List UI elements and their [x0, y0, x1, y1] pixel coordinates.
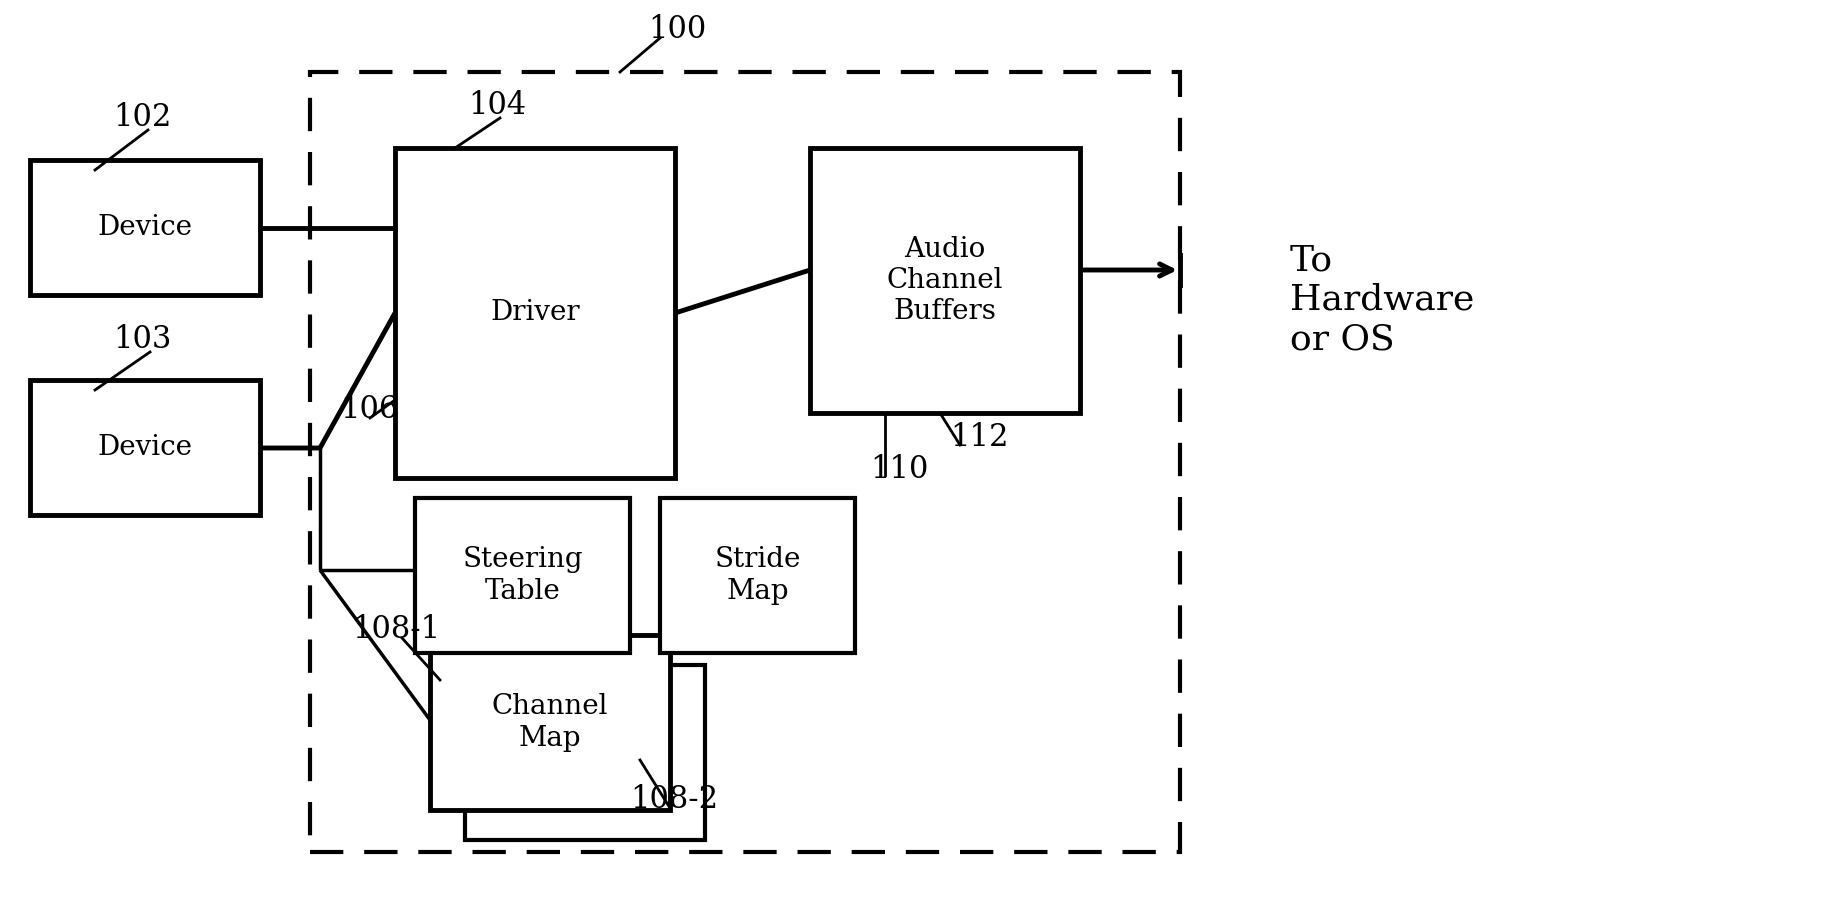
- Bar: [394, 148, 675, 478]
- Text: Device: Device: [97, 434, 193, 461]
- Text: Audio
Channel
Buffers: Audio Channel Buffers: [888, 236, 1003, 325]
- Text: Steering
Table: Steering Table: [462, 546, 583, 604]
- Text: 108-1: 108-1: [352, 614, 440, 646]
- Text: 110: 110: [869, 454, 928, 486]
- Text: 108-2: 108-2: [631, 785, 719, 815]
- Bar: [466, 665, 704, 840]
- Text: 106: 106: [339, 394, 398, 426]
- Bar: [429, 635, 669, 810]
- Bar: [310, 72, 1179, 852]
- Text: Device: Device: [97, 214, 193, 241]
- Text: 103: 103: [114, 324, 171, 356]
- Bar: [660, 498, 855, 653]
- Bar: [811, 148, 1080, 413]
- Text: 104: 104: [468, 91, 526, 121]
- Bar: [29, 160, 260, 295]
- Text: Channel
Map: Channel Map: [492, 693, 609, 752]
- Text: Stride
Map: Stride Map: [713, 546, 801, 604]
- Text: 112: 112: [950, 422, 1009, 453]
- Text: To
Hardware
or OS: To Hardware or OS: [1289, 243, 1475, 357]
- Text: Driver: Driver: [490, 300, 580, 327]
- Bar: [414, 498, 631, 653]
- Text: 100: 100: [647, 14, 706, 46]
- Bar: [29, 380, 260, 515]
- Text: 102: 102: [114, 102, 171, 134]
